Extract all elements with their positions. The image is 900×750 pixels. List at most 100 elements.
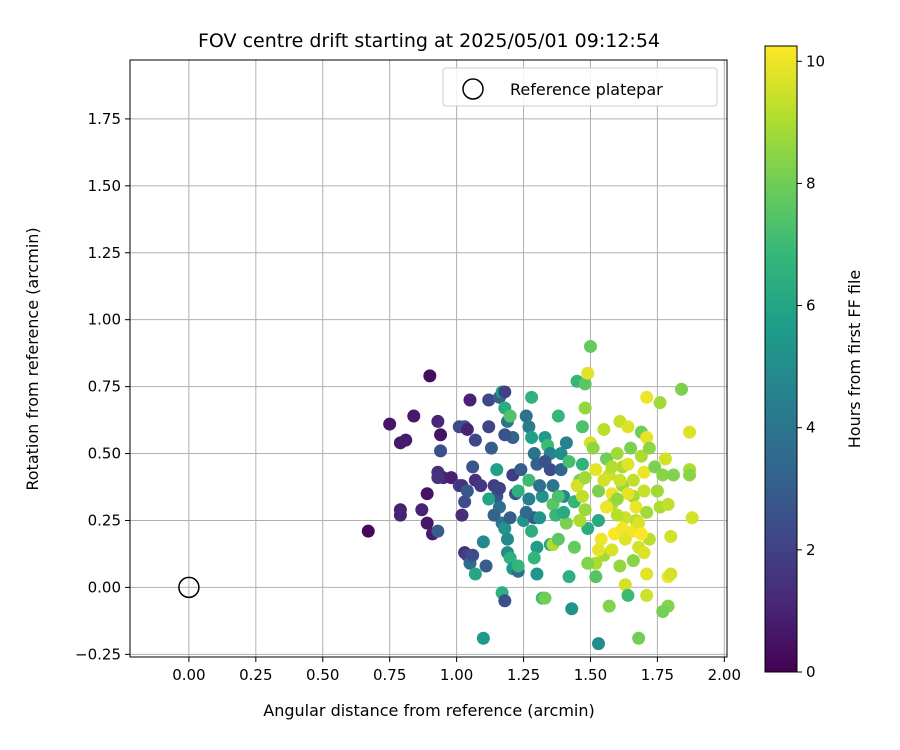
scatter-point <box>581 366 595 380</box>
scatter-point <box>637 465 651 479</box>
scatter-point <box>487 508 501 522</box>
scatter-point <box>621 457 635 471</box>
scatter-point <box>602 599 616 613</box>
colorbar <box>764 45 798 673</box>
scatter-point <box>640 588 654 602</box>
scatter-point <box>423 369 437 383</box>
scatter-point <box>407 409 421 423</box>
scatter-point <box>683 425 697 439</box>
legend-marker-icon <box>462 78 484 100</box>
scatter-point <box>498 428 512 442</box>
legend-label: Reference platepar <box>510 80 663 99</box>
scatter-points <box>361 339 699 651</box>
scatter-point <box>591 513 605 527</box>
scatter-point <box>415 503 429 517</box>
colorbar-tick-label: 2 <box>806 541 816 559</box>
scatter-point <box>591 543 605 557</box>
scatter-point <box>468 567 482 581</box>
scatter-point <box>632 631 646 645</box>
colorbar-tick-label: 4 <box>806 419 816 437</box>
scatter-point <box>511 559 525 573</box>
scatter-point <box>434 428 448 442</box>
scatter-point <box>642 441 656 455</box>
scatter-point <box>399 433 413 447</box>
colorbar-label: Hours from first FF file <box>845 270 864 449</box>
colorbar-tick-label: 8 <box>806 174 816 192</box>
scatter-point <box>581 521 595 535</box>
scatter-point <box>583 339 597 353</box>
y-tick-label: 0.00 <box>88 578 121 596</box>
legend: Reference platepar <box>442 67 718 107</box>
scatter-point <box>613 473 627 487</box>
y-tick-label: −0.25 <box>75 645 121 663</box>
scatter-point <box>562 570 576 584</box>
scatter-point <box>503 511 517 525</box>
scatter-point <box>522 420 536 434</box>
scatter-point <box>500 532 514 546</box>
scatter-point <box>490 463 504 477</box>
scatter-point <box>557 505 571 519</box>
scatter-point <box>626 554 640 568</box>
scatter-point <box>476 535 490 549</box>
scatter-point <box>610 447 624 461</box>
x-tick-label: 0.75 <box>373 666 406 684</box>
scatter-point <box>632 516 646 530</box>
scatter-point <box>618 532 632 546</box>
scatter-point <box>463 393 477 407</box>
scatter-point <box>533 511 547 525</box>
scatter-point <box>629 500 643 514</box>
scatter-point <box>656 468 670 482</box>
y-tick-label: 0.25 <box>88 511 121 529</box>
scatter-point <box>492 481 506 495</box>
y-tick-label: 1.25 <box>88 244 121 262</box>
scatter-point <box>685 511 699 525</box>
scatter-point <box>420 487 434 501</box>
scatter-point <box>498 385 512 399</box>
scatter-point <box>570 479 584 493</box>
colorbar-tick-label: 6 <box>806 297 816 315</box>
colorbar-ticks: 0 2 4 6 8 10 <box>797 52 825 681</box>
scatter-point <box>653 396 667 410</box>
scatter-point <box>610 492 624 506</box>
scatter-point <box>361 524 375 538</box>
scatter-point <box>591 637 605 651</box>
scatter-point <box>466 460 480 474</box>
scatter-point <box>661 497 675 511</box>
scatter-point <box>610 508 624 522</box>
x-axis-ticks: 0.00 0.25 0.50 0.75 1.00 1.25 1.50 1.75 2.00 <box>172 657 741 684</box>
scatter-point <box>525 524 539 538</box>
scatter-point <box>648 460 662 474</box>
scatter-point <box>530 567 544 581</box>
scatter-point <box>455 508 469 522</box>
scatter-point <box>618 578 632 592</box>
scatter-point <box>621 487 635 501</box>
scatter-point <box>600 500 614 514</box>
scatter-point <box>551 409 565 423</box>
reference-point-marker <box>178 576 200 599</box>
scatter-point <box>605 543 619 557</box>
scatter-point <box>434 444 448 458</box>
scatter-point <box>664 530 678 544</box>
x-tick-label: 2.00 <box>708 666 741 684</box>
scatter-point <box>482 492 496 506</box>
scatter-point <box>525 430 539 444</box>
scatter-point <box>637 484 651 498</box>
scatter-point <box>525 390 539 404</box>
x-axis-label: Angular distance from reference (arcmin) <box>263 701 594 720</box>
scatter-point <box>581 556 595 570</box>
scatter-point <box>640 430 654 444</box>
scatter-point <box>634 527 648 541</box>
scatter-point <box>674 382 688 396</box>
scatter-point <box>656 604 670 618</box>
scatter-point <box>597 422 611 436</box>
scatter-point <box>538 591 552 605</box>
x-tick-label: 1.00 <box>440 666 473 684</box>
scatter-point <box>554 447 568 461</box>
scatter-point <box>466 548 480 562</box>
scatter-point <box>551 532 565 546</box>
scatter-point <box>468 433 482 447</box>
chart-title: FOV centre drift starting at 2025/05/01 … <box>198 30 660 52</box>
scatter-point <box>460 484 474 498</box>
x-tick-label: 1.50 <box>574 666 607 684</box>
